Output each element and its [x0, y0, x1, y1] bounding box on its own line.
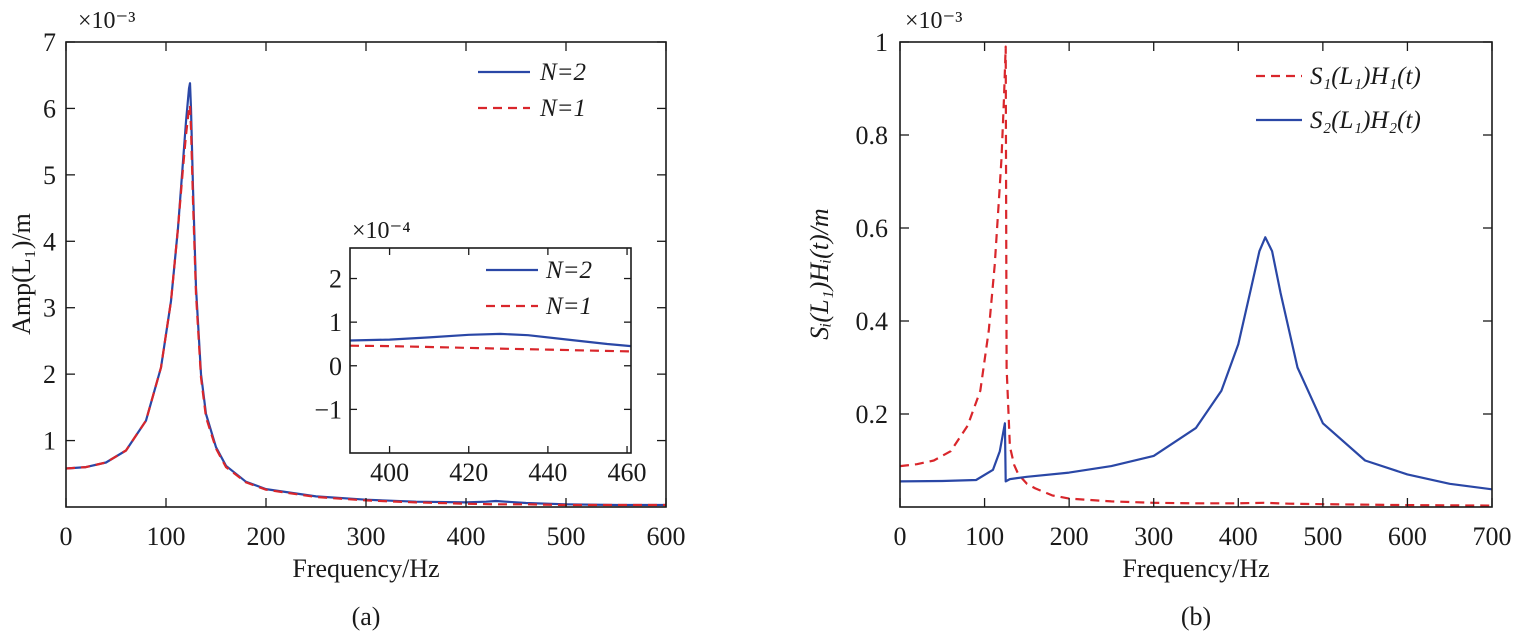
inset-legend: N=2 N=1: [486, 257, 592, 320]
legend-label-a-n1: N=1: [539, 95, 586, 122]
panel-b-series-line-1: [900, 45, 1492, 507]
inset-x-tick-label: 420: [449, 458, 488, 487]
panel-b-x-tick-label: 500: [1303, 522, 1342, 551]
panel-a-y-tick-label: 6: [43, 94, 56, 123]
panel-b-x-tick-label: 100: [965, 522, 1004, 551]
panel-a-y-tick-label: 3: [43, 294, 56, 323]
inset-y-tick-label: −1: [314, 395, 342, 424]
legend-label-inset-n2: N=2: [545, 257, 592, 284]
panel-b-series-line-2: [900, 236, 1492, 491]
panel-b-y-tick-label: 0.8: [856, 121, 889, 150]
inset-x-tick-label: 440: [528, 458, 567, 487]
panel-b-x-tick-label: 200: [1050, 522, 1089, 551]
panel-b-x-tick-label: 700: [1473, 522, 1512, 551]
panel-a-x-tick-label: 0: [60, 522, 73, 551]
panel-a-y-tick-label: 7: [43, 28, 56, 57]
panel-a-series-line-2: [66, 104, 666, 507]
panel-b-x-tick-label: 600: [1388, 522, 1427, 551]
panel-b-x-axis-label: Frequency/Hz: [1122, 554, 1269, 583]
panel-a-series-layer: [66, 82, 666, 507]
panel-a-x-tick-label: 600: [647, 522, 686, 551]
panel-b-y-tick-label: 0.4: [856, 307, 889, 336]
panel-b-plot-frame: [899, 41, 1493, 508]
inset-series-line-2: [350, 344, 631, 353]
panel-a-x-tick-label: 200: [247, 522, 286, 551]
panel-a-y-tick-label: 4: [43, 227, 56, 256]
inset-y-tick-label: 0: [329, 352, 342, 381]
panel-b: 0 100 200 300 400 500 600 700 0.2 0.4 0.6 0.8 1 ×10⁻…: [805, 8, 1512, 631]
panel-b-y-multiplier: ×10⁻³: [905, 8, 962, 34]
panel-b-ticks: 0 100 200 300 400 500 600 700 0.2 0.4 0.6 0.8 1: [856, 28, 1512, 551]
panel-b-y-tick-label: 0.6: [856, 214, 889, 243]
legend-label-b-s1: S₁(L₁)H₁(t): [1310, 63, 1421, 90]
panel-a-y-tick-label: 2: [43, 360, 56, 389]
panel-a-x-tick-label: 100: [147, 522, 186, 551]
panel-b-x-tick-label: 300: [1134, 522, 1173, 551]
panel-a-y-multiplier: ×10⁻³: [78, 8, 135, 34]
panel-b-series-layer: [900, 45, 1492, 507]
panel-b-legend: S₁(L₁)H₁(t) S₂(L₁)H₂(t): [1256, 63, 1421, 134]
inset-y-multiplier: ×10⁻⁴: [352, 218, 411, 244]
legend-label-a-n2: N=2: [539, 59, 586, 86]
inset-series-line-1: [350, 332, 631, 348]
panel-b-series-group: [900, 45, 1492, 507]
panel-a-inset: 400 420 440 460 −1 0 1 2 ×10⁻⁴ N=2 N=1: [314, 218, 646, 487]
inset-x-tick-label: 400: [370, 458, 409, 487]
panel-a-legend: N=2 N=1: [478, 59, 586, 122]
panel-a-ticks: 0 100 200 300 400 500 600 1 2 3 4 5 6 7: [43, 28, 686, 551]
panel-a-x-tick-label: 400: [447, 522, 486, 551]
inset-series-group: [350, 332, 631, 353]
panel-b-label: (b): [1181, 602, 1211, 631]
inset-series-layer: [350, 332, 631, 353]
panel-a-y-tick-label: 5: [43, 161, 56, 190]
panel-b-y-axis-label: Sᵢ(L₁)Hᵢ(t)/m: [805, 208, 834, 339]
inset-y-tick-label: 2: [329, 265, 342, 294]
panel-a-y-tick-label: 1: [43, 427, 56, 456]
panel-a-x-tick-label: 500: [547, 522, 586, 551]
panel-a-x-tick-label: 300: [347, 522, 386, 551]
panel-a-x-axis-label: Frequency/Hz: [292, 554, 439, 583]
panel-b-x-tick-label: 400: [1219, 522, 1258, 551]
panel-a-label: (a): [352, 602, 381, 631]
panel-b-y-tick-label: 1: [875, 28, 888, 57]
inset-y-tick-label: 1: [329, 308, 342, 337]
inset-x-tick-label: 460: [608, 458, 647, 487]
legend-label-inset-n1: N=1: [545, 293, 592, 320]
panel-a: 0 100 200 300 400 500 600 1 2 3 4 5 6 7 ×10⁻³ Frequen…: [7, 8, 686, 631]
legend-label-b-s2: S₂(L₁)H₂(t): [1310, 107, 1421, 134]
inset-plot-frame: [349, 247, 632, 454]
panel-b-x-tick-label: 0: [894, 522, 907, 551]
panel-a-y-axis-label: Amp(L₁)/m: [7, 213, 36, 335]
panel-a-series-group: [66, 82, 666, 507]
inset-background: [350, 248, 631, 453]
panel-b-y-tick-label: 0.2: [856, 400, 889, 429]
inset-ticks: 400 420 440 460 −1 0 1 2: [314, 248, 647, 487]
